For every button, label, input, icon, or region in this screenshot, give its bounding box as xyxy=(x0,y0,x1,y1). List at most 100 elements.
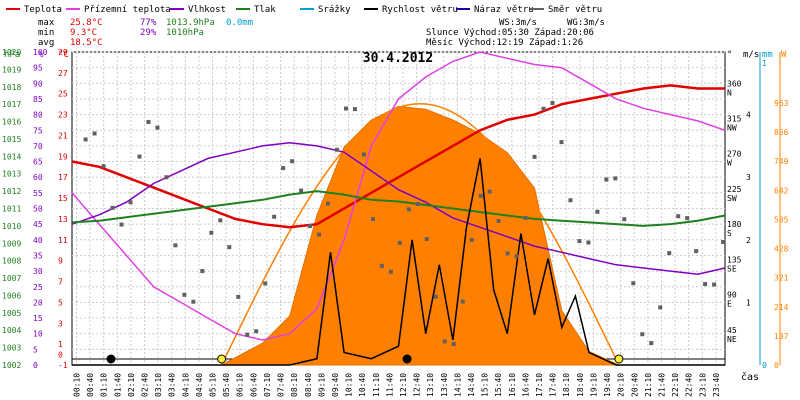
x-tick-label: 04:40 xyxy=(195,373,204,397)
celsius-tick: 25 xyxy=(58,90,68,99)
chart-title: 30.4.2012 xyxy=(363,51,433,66)
wind-direction-point xyxy=(155,125,160,130)
hpa-tick: 1003 xyxy=(2,344,21,353)
sunrise-marker xyxy=(217,354,227,364)
x-tick-label: 05:10 xyxy=(209,373,218,397)
wind-direction-point xyxy=(209,230,214,235)
x-tick-label: 20:40 xyxy=(630,373,639,397)
wind-direction-point xyxy=(128,200,133,205)
percent-tick: 30 xyxy=(33,267,43,276)
solar-tick: 963 xyxy=(774,99,789,108)
hpa-tick: 1005 xyxy=(2,309,21,318)
hpa-axis-label: hPa xyxy=(4,50,20,60)
celsius-tick: 15 xyxy=(58,194,68,203)
wind-direction-point xyxy=(433,294,438,299)
stat-humidity: 29% xyxy=(140,28,157,38)
percent-tick: 75 xyxy=(33,126,43,135)
hpa-tick: 1019 xyxy=(2,65,21,74)
x-tick-label: 23:40 xyxy=(712,373,721,397)
wind-direction-point xyxy=(550,101,555,106)
direction-name: NE xyxy=(727,335,737,344)
percent-tick: 60 xyxy=(33,173,43,182)
wind-direction-point xyxy=(361,152,366,157)
wind-direction-point xyxy=(352,107,357,112)
direction-tick: 135 xyxy=(727,255,742,264)
x-tick-label: 16:10 xyxy=(508,373,517,397)
wind-direction-point xyxy=(676,214,681,219)
x-tick-label: 02:40 xyxy=(141,373,150,397)
wind-axis-label: m/s xyxy=(743,50,759,60)
direction-tick: 90 xyxy=(727,291,737,300)
stat-rain: 0.0mm xyxy=(226,18,253,28)
hpa-tick: 1014 xyxy=(2,152,21,161)
celsius-tick: -1 xyxy=(58,361,68,370)
wind-direction-point xyxy=(146,119,151,124)
direction-name: W xyxy=(727,159,732,168)
celsius-axis-label: °C xyxy=(58,50,69,60)
wind-direction-point xyxy=(370,217,375,222)
solar-tick: 642 xyxy=(774,186,789,195)
legend-label: Přízemní teplota xyxy=(84,5,171,15)
wind-direction-point xyxy=(406,207,411,212)
wind-direction-point xyxy=(92,131,97,136)
solar-tick: 749 xyxy=(774,157,789,166)
wind-direction-point xyxy=(712,282,717,287)
wind-direction-point xyxy=(568,198,573,203)
wind-direction-point xyxy=(667,251,672,256)
wind-direction-point xyxy=(541,106,546,111)
wind-direction-point xyxy=(119,222,124,227)
wind-direction-point xyxy=(496,219,501,224)
x-tick-label: 21:40 xyxy=(658,373,667,397)
direction-name: NW xyxy=(727,124,737,133)
wind-direction-point xyxy=(245,332,250,337)
percent-tick: 70 xyxy=(33,142,43,151)
hpa-tick: 1004 xyxy=(2,326,21,335)
wind-direction-point xyxy=(101,164,106,169)
celsius-tick: 29 xyxy=(58,48,68,57)
hpa-tick: 1012 xyxy=(2,187,21,196)
x-tick-label: 22:10 xyxy=(671,373,680,397)
x-tick-label: 12:10 xyxy=(399,373,408,397)
x-tick-label: 14:40 xyxy=(467,373,476,397)
percent-tick: 85 xyxy=(33,95,43,104)
stat-label: avg xyxy=(38,38,54,48)
x-tick-label: 07:40 xyxy=(277,373,286,397)
direction-name: N xyxy=(727,88,732,97)
stat-sun: Slunce Východ:05:30 Západ:20:06 xyxy=(426,28,594,38)
percent-tick: 25 xyxy=(33,283,43,292)
x-tick-label: 00:10 xyxy=(73,373,82,397)
direction-tick: 45 xyxy=(727,326,737,335)
percent-tick: 95 xyxy=(33,64,43,73)
percent-tick: 100 xyxy=(33,48,48,57)
x-tick-label: 04:10 xyxy=(181,373,190,397)
wind-direction-point xyxy=(191,299,196,304)
wind-direction-point xyxy=(83,137,88,142)
percent-tick: 5 xyxy=(33,345,38,354)
legend-label: Teplota xyxy=(24,5,62,15)
rain-tick: 1 xyxy=(762,59,767,68)
stats-panel: max 25.8°C 77% 1013.9hPa 0.0mm min 9.3°C 29% 101… xyxy=(38,18,605,48)
stat-label: min xyxy=(38,28,54,38)
solar-theoretical-line xyxy=(220,102,617,366)
x-tick-label: 23:10 xyxy=(698,373,707,397)
wind-direction-point xyxy=(326,201,331,206)
x-tick-label: 05:40 xyxy=(222,373,231,397)
x-tick-label: 10:40 xyxy=(358,373,367,397)
wind-direction-point xyxy=(514,254,519,259)
wind-direction-point xyxy=(343,106,348,111)
direction-name: S xyxy=(727,229,732,238)
celsius-tick: 9 xyxy=(58,257,63,266)
wind-direction-point xyxy=(532,154,537,159)
solar-tick: 0 xyxy=(774,361,779,370)
wind-direction-point xyxy=(200,269,205,274)
x-tick-label: 12:40 xyxy=(413,373,422,397)
wind-direction-point xyxy=(308,224,313,229)
moonrise-marker xyxy=(402,354,412,364)
wind-direction-point xyxy=(523,215,528,220)
stat-temp: 25.8°C xyxy=(70,18,103,28)
wind-tick: 3 xyxy=(746,173,751,182)
sunset-marker xyxy=(614,354,624,364)
direction-tick: 315 xyxy=(727,115,742,124)
hpa-tick: 1011 xyxy=(2,205,21,214)
stat-pressure: 1013.9hPa xyxy=(166,18,215,28)
